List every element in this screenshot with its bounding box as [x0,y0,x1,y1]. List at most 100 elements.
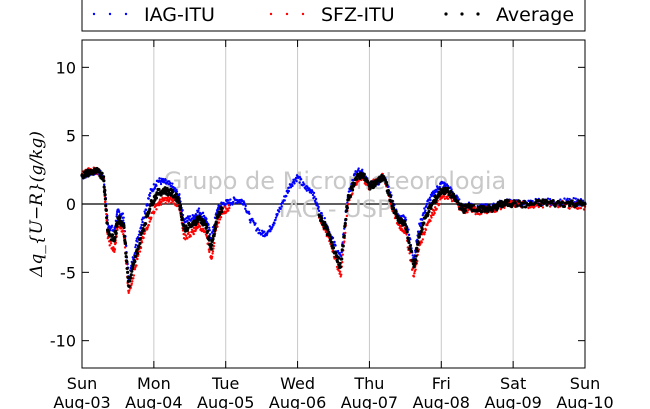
x-tick-label-date: Aug-07 [341,393,398,409]
legend-marker [301,12,305,16]
data-point [103,193,107,197]
data-point [472,203,476,207]
data-point [317,209,321,213]
data-point [158,198,162,201]
data-point [229,198,232,201]
data-point [523,205,528,209]
data-point [138,250,142,253]
data-point [294,176,298,180]
data-point [350,188,355,192]
legend-item: IAG-ITU [92,4,215,26]
data-point [178,203,183,208]
data-point [159,193,163,197]
data-point [160,200,163,204]
data-point [338,261,342,266]
data-point [427,209,431,214]
data-point [164,178,167,182]
data-point [131,280,134,283]
data-point [148,220,151,223]
data-point [208,226,211,229]
data-point [433,211,436,215]
data-point [177,201,181,205]
data-point [435,207,438,211]
data-point [122,222,126,227]
data-point [146,226,149,229]
data-point [121,212,125,215]
data-point [169,181,172,185]
data-point [548,205,552,208]
data-point [299,177,303,181]
data-point [147,223,150,227]
data-point [186,237,189,240]
data-point [430,211,434,214]
data-point [320,211,323,215]
data-point [130,282,133,285]
data-point [453,195,457,199]
data-point [280,205,283,208]
legend-marker [444,12,448,16]
legend-frame [81,0,586,32]
data-point [407,240,411,245]
data-point [249,221,252,224]
data-point [570,199,574,203]
data-point [443,182,447,185]
data-point [424,209,427,212]
data-point [446,186,450,190]
y-axis-label: Δq_{U−R}(g/kg) [27,131,47,278]
data-point [415,246,419,250]
y-tick-label: -10 [50,332,76,351]
data-point [266,232,269,235]
data-point [546,197,550,200]
x-tick-label-date: Aug-08 [413,393,470,409]
data-point [391,206,396,210]
data-point [114,232,118,236]
data-point [109,242,113,245]
data-point [491,208,495,212]
data-point [568,204,572,208]
data-point [258,229,261,232]
data-point [105,212,108,216]
data-point [248,212,251,215]
data-point [425,202,429,206]
data-point [205,225,209,229]
y-tick-label: -5 [60,263,76,282]
data-point [213,229,217,233]
data-point [152,189,155,192]
data-point [343,224,347,228]
x-tick-label-day: Sun [67,374,97,393]
data-point [133,268,137,271]
data-point [122,234,126,238]
data-point [239,201,242,204]
x-tick-label-date: Aug-09 [484,393,541,409]
data-point [141,220,144,224]
data-point [353,172,357,176]
data-point [424,228,428,232]
data-point [312,191,316,195]
data-point [384,180,388,184]
data-point [404,225,409,230]
data-point [122,225,126,230]
data-point [345,214,349,218]
data-point [415,249,419,253]
data-point [143,232,146,235]
data-point [159,180,162,184]
data-point [274,216,278,219]
data-point [134,254,138,258]
data-point [163,180,166,184]
data-point [413,261,417,265]
data-point [244,204,247,208]
data-point [220,206,224,210]
data-point [340,248,344,252]
data-point [157,187,161,192]
data-point [213,241,216,245]
data-point [184,224,188,228]
data-point [113,250,116,254]
data-point [325,225,329,229]
data-point [456,196,459,199]
data-point [411,254,414,257]
y-tick-label: 0 [66,195,76,214]
data-point [326,227,330,232]
data-point [201,211,205,215]
data-point [202,214,206,218]
data-point [423,231,427,234]
